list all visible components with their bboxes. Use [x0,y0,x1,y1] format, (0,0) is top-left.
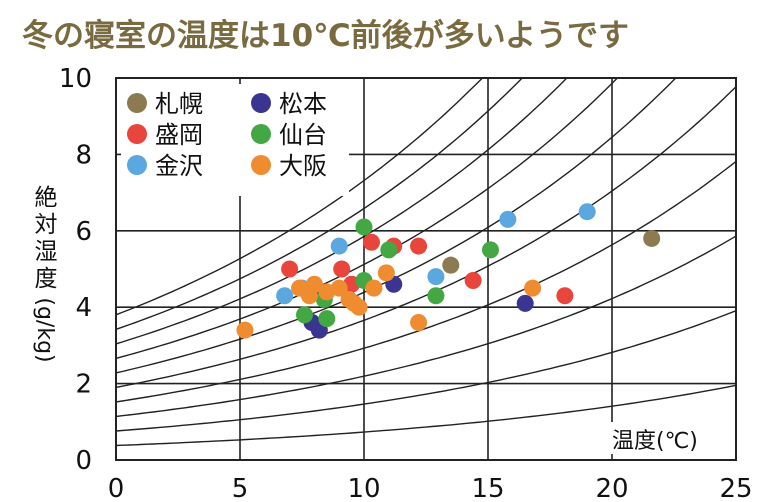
x-axis-label-box [604,422,724,454]
data-point [330,237,348,255]
data-point [556,287,574,305]
data-point [410,237,428,255]
legend-label: 大阪 [279,152,327,180]
data-point [236,321,254,339]
humidity-curves [116,78,736,447]
y-tick-label: 4 [75,293,92,323]
chart-title: 冬の寝室の温度は10℃前後が多いようです [22,18,629,54]
data-point [365,279,383,297]
humidity-curve [116,78,677,374]
humidity-curve [116,235,736,418]
data-point [481,241,499,259]
plot-border [115,77,737,461]
data-point [333,260,351,278]
x-tick-label: 20 [595,474,628,502]
data-point [410,313,428,331]
y-tick-label: 2 [75,370,92,400]
humidity-curve [116,86,736,389]
x-axis-ticks: 0 5 10 15 20 25 [108,474,753,502]
data-point [318,310,336,328]
data-point [427,287,445,305]
legend-label: 仙台 [279,121,327,149]
data-point [464,271,482,289]
humidity-curve [116,78,524,331]
data-point [362,233,380,251]
data-point [516,294,534,312]
legend-marker [127,155,147,175]
y-axis-ticks: 0 2 4 6 8 10 [59,64,92,476]
legend-label: 札幌 [155,90,203,118]
data-point [442,256,460,274]
x-axis-label: 温度(℃) [612,429,698,454]
data-point [380,241,398,259]
legend-marker [251,124,271,144]
data-point [643,229,661,247]
y-axis-label-unit: (g/kg) [32,297,57,362]
data-point [499,210,517,228]
data-point [377,264,395,282]
humidity-curve [116,160,736,403]
data-point [524,279,542,297]
y-axis-label-char: 度 [35,266,58,292]
data-point [295,306,313,324]
humidity-curve [116,78,619,360]
x-tick-label: 0 [108,474,125,502]
data-point [330,279,348,297]
data-point [355,218,373,236]
data-point [305,275,323,293]
legend-label: 盛岡 [155,121,203,149]
x-tick-label: 5 [232,474,249,502]
y-tick-label: 10 [59,64,92,94]
humidity-curve [116,310,736,432]
y-tick-label: 0 [75,446,92,476]
legend-marker [251,155,271,175]
data-point [350,298,368,316]
legend-box [121,84,349,196]
legend-marker [127,93,147,113]
data-point [427,268,445,286]
x-tick-label: 10 [347,474,380,502]
y-tick-label: 6 [75,217,92,247]
x-tick-label: 15 [471,474,504,502]
y-axis-label-char: 絶 [35,185,58,211]
data-points [236,203,661,339]
y-tick-label: 8 [75,140,92,170]
humidity-curve [116,78,484,316]
x-tick-label: 25 [719,474,752,502]
data-point [281,260,299,278]
data-point [276,287,294,305]
legend-label: 金沢 [155,152,203,180]
legend-label: 松本 [279,90,327,118]
data-point [578,203,596,221]
legend-marker [251,93,271,113]
y-axis-label-char: 湿 [35,239,58,265]
y-axis-label-char: 対 [35,212,58,238]
legend-marker [127,124,147,144]
humidity-curve [116,384,736,447]
